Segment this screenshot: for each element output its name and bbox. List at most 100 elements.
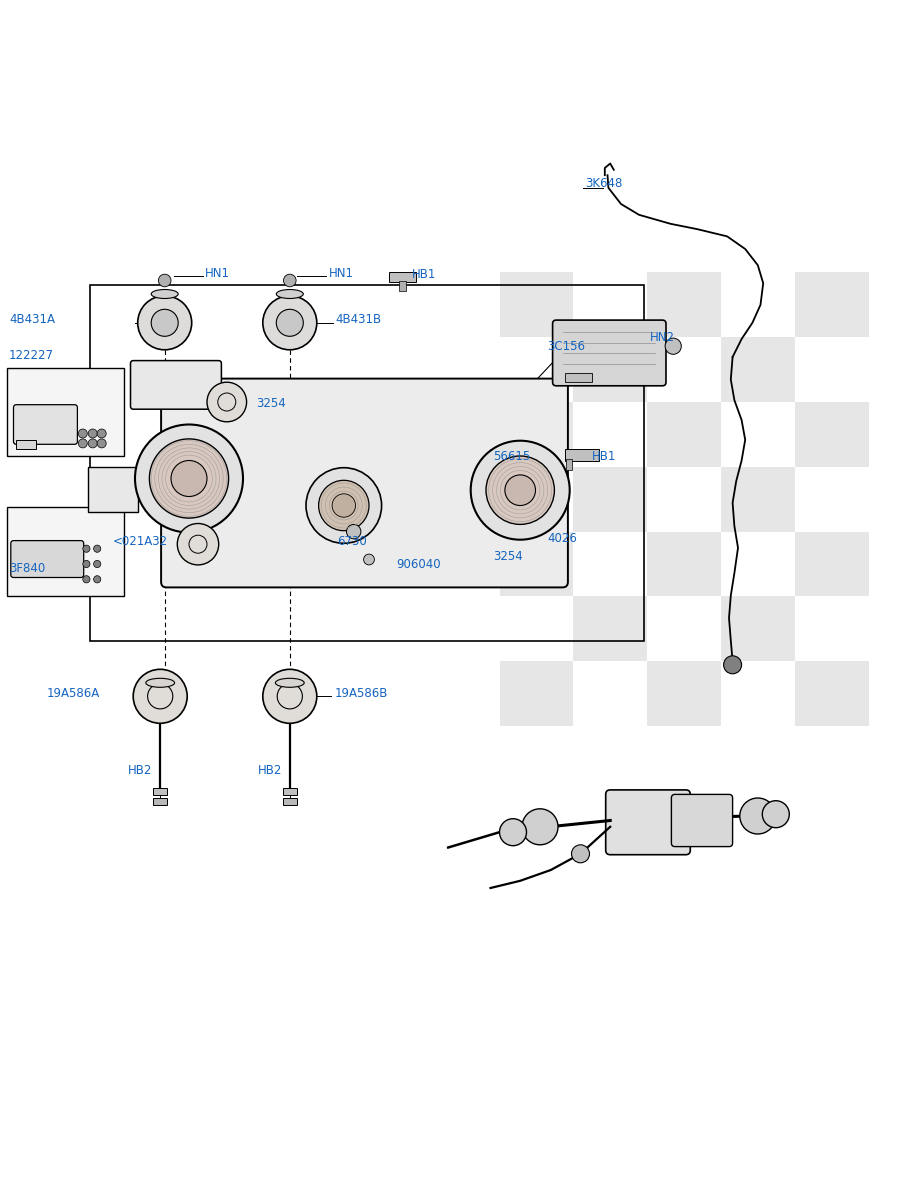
Circle shape (78, 439, 87, 448)
Text: 3F840: 3F840 (9, 562, 45, 575)
Circle shape (505, 475, 536, 505)
Circle shape (149, 439, 229, 518)
Circle shape (94, 576, 101, 583)
Bar (90, 284, 644, 641)
Bar (647, 272, 721, 337)
Bar (7, 508, 124, 595)
Ellipse shape (276, 289, 303, 299)
Bar (500, 402, 573, 467)
Circle shape (83, 576, 90, 583)
Circle shape (158, 274, 171, 287)
Text: HN2: HN2 (650, 331, 675, 343)
Circle shape (364, 554, 374, 565)
Text: r: r (250, 509, 290, 583)
Circle shape (346, 524, 361, 539)
Bar (795, 402, 868, 467)
Text: 6730: 6730 (338, 535, 367, 548)
Bar (721, 596, 795, 661)
Text: 19A586B: 19A586B (335, 688, 388, 700)
Circle shape (284, 274, 296, 287)
Bar (16, 439, 36, 449)
Bar (500, 532, 573, 596)
Circle shape (88, 439, 97, 448)
Text: 3C156: 3C156 (547, 340, 585, 353)
Bar (565, 449, 599, 461)
Circle shape (151, 310, 178, 336)
Circle shape (94, 545, 101, 552)
Circle shape (78, 428, 87, 438)
Circle shape (171, 461, 207, 497)
Bar (721, 337, 795, 402)
Bar (88, 467, 138, 511)
FancyBboxPatch shape (671, 794, 733, 847)
Bar (795, 272, 868, 337)
Circle shape (207, 382, 247, 422)
Text: 3254: 3254 (493, 551, 523, 563)
Bar (283, 798, 297, 805)
Bar (399, 281, 406, 292)
Text: 56615: 56615 (493, 450, 530, 462)
Circle shape (486, 456, 554, 524)
Bar (721, 467, 795, 532)
Circle shape (135, 425, 243, 533)
Circle shape (97, 439, 106, 448)
Text: 4B431A: 4B431A (9, 313, 55, 325)
Bar (647, 532, 721, 596)
Circle shape (94, 560, 101, 568)
Ellipse shape (151, 289, 178, 299)
Circle shape (500, 818, 526, 846)
Circle shape (762, 800, 789, 828)
Circle shape (665, 338, 681, 354)
Bar (500, 661, 573, 726)
FancyBboxPatch shape (14, 404, 77, 444)
Text: HB1: HB1 (592, 450, 617, 462)
Text: 4026: 4026 (547, 533, 577, 545)
Bar (500, 272, 573, 337)
Ellipse shape (275, 678, 304, 688)
Circle shape (83, 560, 90, 568)
FancyBboxPatch shape (161, 379, 568, 587)
Bar (573, 467, 647, 532)
Text: HB2: HB2 (257, 764, 282, 778)
Circle shape (263, 670, 317, 724)
Bar (153, 788, 167, 796)
Circle shape (306, 468, 382, 544)
Text: era: era (341, 475, 505, 563)
Bar (153, 798, 167, 805)
FancyBboxPatch shape (11, 540, 84, 577)
Circle shape (177, 523, 219, 565)
Bar (389, 271, 416, 282)
Text: HB2: HB2 (128, 764, 152, 778)
Bar (566, 458, 572, 469)
Bar (647, 661, 721, 726)
Text: HB1: HB1 (412, 268, 436, 281)
FancyBboxPatch shape (553, 320, 666, 385)
Bar (573, 337, 647, 402)
Circle shape (88, 428, 97, 438)
Bar (565, 373, 592, 382)
Text: 19A586A: 19A586A (47, 688, 100, 700)
Text: 906040: 906040 (396, 558, 441, 570)
Circle shape (263, 295, 317, 349)
Bar (647, 402, 721, 467)
FancyBboxPatch shape (606, 790, 690, 854)
Circle shape (522, 809, 558, 845)
Circle shape (276, 310, 303, 336)
Bar (795, 532, 868, 596)
Circle shape (572, 845, 590, 863)
Circle shape (319, 480, 369, 530)
Text: oo: oo (228, 432, 366, 534)
Text: 4B431B: 4B431B (336, 313, 382, 325)
Text: <021A32: <021A32 (112, 535, 167, 548)
Circle shape (740, 798, 776, 834)
FancyBboxPatch shape (130, 360, 221, 409)
Circle shape (138, 295, 192, 349)
Circle shape (133, 670, 187, 724)
Text: 3254: 3254 (256, 397, 286, 410)
Bar (283, 788, 297, 796)
Circle shape (83, 545, 90, 552)
Circle shape (332, 494, 356, 517)
Bar (573, 596, 647, 661)
Circle shape (471, 440, 570, 540)
Ellipse shape (146, 678, 175, 688)
